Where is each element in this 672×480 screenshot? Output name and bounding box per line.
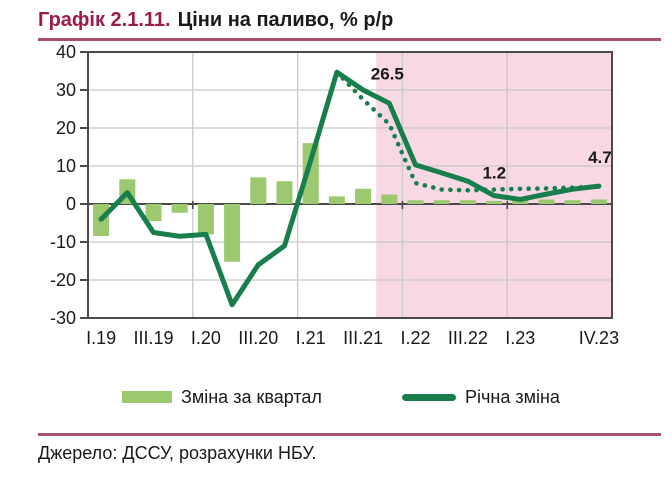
data-label: 1.2 xyxy=(482,163,506,182)
quarterly-change-bar xyxy=(145,204,162,222)
fuel-prices-chart: 40 30 20 10 0 -10 -20 -30 I.19 III.19 I.20 III.20 I.… xyxy=(50,44,619,348)
quarterly-change-bar xyxy=(224,204,241,262)
x-axis-label: IV.23 xyxy=(579,328,619,348)
legend-item-annual-change: Річна зміна xyxy=(402,384,560,410)
annual-change-dotted-line xyxy=(334,69,602,193)
quarterly-change-bar xyxy=(171,204,188,213)
annual-change-line xyxy=(98,69,602,308)
legend-label-annual: Річна зміна xyxy=(465,386,560,407)
y-axis-label: -30 xyxy=(50,308,76,328)
quarterly-change-bar xyxy=(381,194,398,204)
chart-legend: Зміна за квартал Річна зміна xyxy=(0,384,672,412)
quarterly-change-bar xyxy=(564,200,581,204)
x-axis-label: III.21 xyxy=(343,328,383,348)
plot-frame xyxy=(87,51,613,319)
bar-swatch xyxy=(122,391,172,403)
legend-item-quarterly-change: Зміна за квартал xyxy=(122,384,322,410)
data-label: 26.5 xyxy=(371,64,404,83)
chart-title: Графік 2.1.11. Ціни на паливо, % р/р xyxy=(38,9,393,32)
y-axis-label: 20 xyxy=(56,118,76,138)
y-axis-label: -20 xyxy=(50,270,76,290)
quarterly-change-bar xyxy=(538,199,555,204)
quarterly-change-bar xyxy=(250,177,267,204)
quarterly-change-bar xyxy=(302,143,319,204)
y-axis-label: -10 xyxy=(50,232,76,252)
forecast-region xyxy=(376,52,612,318)
x-axis-label: I.19 xyxy=(86,328,116,348)
line-swatch xyxy=(402,393,456,401)
x-axis-label: I.20 xyxy=(191,328,221,348)
y-axis-label: 10 xyxy=(56,156,76,176)
quarterly-change-bar xyxy=(197,204,214,235)
x-axis-label: I.21 xyxy=(296,328,326,348)
quarterly-change-bar xyxy=(407,200,424,204)
quarterly-change-bar xyxy=(276,181,293,204)
x-axis-label: III.19 xyxy=(133,328,173,348)
x-axis-label: I.23 xyxy=(505,328,535,348)
quarterly-change-bar xyxy=(590,199,607,204)
quarterly-change-bar xyxy=(486,200,503,204)
quarterly-change-bar xyxy=(355,188,372,204)
x-axis-label: III.22 xyxy=(448,328,488,348)
x-axis-label: III.20 xyxy=(238,328,278,348)
chart-number: Графік 2.1.11. xyxy=(38,9,171,31)
chart-title-text: Ціни на паливо, % р/р xyxy=(177,9,394,31)
bottom-rule xyxy=(38,433,661,436)
y-axis-label: 30 xyxy=(56,80,76,100)
quarterly-change-bar xyxy=(433,200,450,204)
quarterly-change-bar xyxy=(512,200,529,204)
top-rule xyxy=(38,38,661,41)
y-axis-label: 40 xyxy=(56,44,76,62)
x-axis-label: I.22 xyxy=(400,328,430,348)
legend-label-quarterly: Зміна за квартал xyxy=(181,386,322,407)
y-axis-label: 0 xyxy=(66,194,76,214)
data-label: 4.7 xyxy=(588,148,612,167)
quarterly-change-bar xyxy=(328,196,345,204)
quarterly-change-bar xyxy=(459,200,476,204)
source-note: Джерело: ДССУ, розрахунки НБУ. xyxy=(38,443,317,463)
